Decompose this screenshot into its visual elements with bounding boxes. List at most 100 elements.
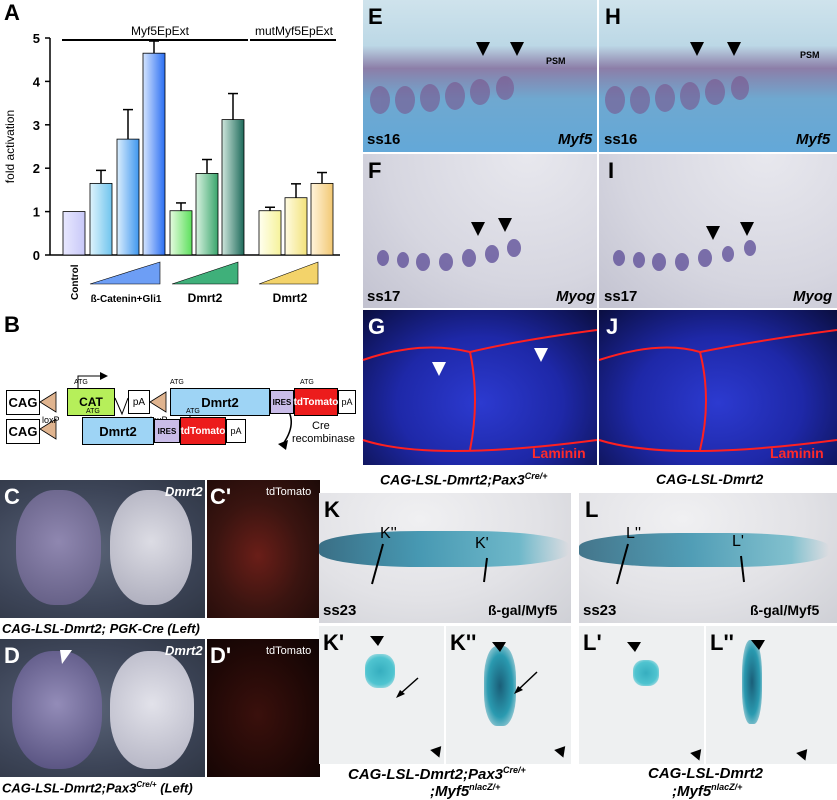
caption-l-2: ;Myf5nlacZ/+	[672, 782, 743, 800]
bgal-stain-band-k	[319, 531, 569, 567]
section-image-k-prime	[319, 626, 444, 764]
tdtomato-label-d: tdTomato	[266, 645, 312, 657]
panel-label-e: E	[368, 4, 383, 29]
section-image-g	[363, 310, 597, 465]
panel-label-f: F	[368, 158, 382, 183]
tdtomato-box-2: tdTomato	[180, 417, 226, 445]
section-image-l-double	[706, 626, 837, 764]
k-section-line-label-1: K''	[380, 525, 397, 542]
laminin-label-j: Laminin	[770, 445, 824, 461]
gene-label-f: Myog	[556, 288, 596, 305]
atg-label-1: ATG	[74, 379, 88, 386]
panel-label-g: G	[368, 314, 386, 339]
panel-label-k: K	[324, 497, 340, 522]
embryo-image-d	[0, 639, 205, 777]
caption-c: CAG-LSL-Dmrt2; PGK-Cre (Left)	[2, 621, 200, 636]
group-label-wt: Myf5EpExt	[131, 24, 190, 38]
caption-l: CAG-LSL-Dmrt2	[648, 765, 763, 782]
section-image-l-prime	[579, 626, 704, 764]
caption-d: CAG-LSL-Dmrt2;Pax3Cre/+ (Left)	[2, 780, 193, 796]
ires-box-1: IRES	[270, 390, 294, 414]
bar-10	[310, 182, 334, 256]
bar-chart: 0 1 2 3 4 5 fold activation Myf5EpExt mutMyf5EpE…	[3, 24, 340, 305]
pa-box-3: pA	[226, 419, 246, 443]
embryo-right-c	[110, 490, 192, 605]
embryo-image-c	[0, 480, 205, 618]
tdtomato-box-1: tdTomato	[294, 388, 338, 416]
caption-g: CAG-LSL-Dmrt2;Pax3Cre/+	[380, 471, 548, 488]
cre-label: Cre	[312, 420, 330, 432]
bgal-cluster-k-prime	[365, 654, 395, 688]
panel-label-c: C	[4, 484, 20, 509]
pa-box-1: pA	[128, 390, 150, 414]
panel-label-d-prime: D'	[210, 643, 232, 668]
dmrt2-box-2: Dmrt2	[82, 417, 154, 445]
section-image-f	[363, 154, 597, 308]
bgal-cluster-l-double	[742, 640, 762, 724]
wedge-bcat	[89, 261, 161, 285]
recombinase-label: recombinase	[292, 433, 355, 445]
section-image-j	[599, 310, 837, 465]
bgal-cluster-l-prime	[633, 660, 659, 686]
laminin-label-g: Laminin	[532, 445, 586, 461]
stage-label-k: ss23	[323, 602, 357, 619]
embryo-left-c	[16, 490, 101, 605]
bar-2	[89, 182, 113, 256]
dmrt2-label-d: Dmrt2	[165, 643, 203, 658]
cag-box-2: CAG	[6, 419, 40, 444]
panel-label-c-prime: C'	[210, 484, 232, 509]
panel-label-l-double: L''	[710, 630, 734, 655]
bar-8	[258, 210, 282, 256]
l-section-line-label-1: L''	[626, 525, 642, 542]
y-tick-label: 2	[33, 161, 40, 176]
bar-5	[169, 210, 193, 256]
panel-label-k-double: K''	[450, 630, 477, 655]
section-image-i	[599, 154, 837, 308]
panel-label-h: H	[605, 4, 621, 29]
gene-label-h: Myf5	[796, 131, 831, 148]
embryo-right-d	[110, 651, 194, 769]
gene-label-e: Myf5	[558, 131, 593, 148]
ires-box-2: IRES	[154, 419, 180, 443]
tdtomato-label-c: tdTomato	[266, 486, 312, 498]
caption-j: CAG-LSL-Dmrt2	[656, 471, 764, 487]
caption-k: CAG-LSL-Dmrt2;Pax3Cre/+	[348, 765, 526, 783]
l-section-line-label-2: L'	[732, 533, 744, 550]
bar-9	[284, 197, 308, 256]
dmrt2-label-c: Dmrt2	[165, 484, 203, 499]
panel-label-d: D	[4, 643, 20, 668]
bar-3	[116, 138, 140, 256]
atg-label-2: ATG	[170, 379, 184, 386]
panel-label-b: B	[4, 312, 20, 337]
psm-label-h: PSM	[800, 50, 820, 60]
section-image-h	[599, 0, 837, 152]
caption-k-2: ;Myf5nlacZ/+	[430, 782, 501, 800]
y-tick-label: 0	[33, 248, 40, 263]
section-image-k	[319, 493, 571, 623]
y-tick-label: 5	[33, 31, 40, 46]
tdtomato-image-d	[207, 639, 320, 777]
stage-label-i: ss17	[604, 288, 638, 305]
stage-label-h: ss16	[604, 131, 638, 148]
cat-box: CAT	[67, 388, 115, 416]
x-label-dmrt-wt: Dmrt2	[188, 291, 223, 305]
atg-label-5: ATG	[186, 408, 200, 415]
tdtomato-image-c	[207, 480, 320, 618]
bgal-label-l: ß-gal/Myf5	[750, 602, 820, 618]
section-image-k-double	[446, 626, 571, 764]
wedge-dmrt-wt	[171, 261, 239, 285]
atg-label-3: ATG	[300, 379, 314, 386]
y-tick-label: 3	[33, 118, 40, 133]
stage-label-e: ss16	[367, 131, 401, 148]
bar-4	[142, 52, 166, 256]
dmrt2-box-1: Dmrt2	[170, 388, 270, 416]
bar-7	[221, 119, 245, 256]
bgal-stain-band-l	[579, 533, 829, 567]
loxp-label-1: loxP	[42, 415, 60, 425]
panel-label-j: J	[606, 314, 619, 339]
gene-label-i: Myog	[793, 288, 833, 305]
stage-label-f: ss17	[367, 288, 401, 305]
section-image-e	[363, 0, 597, 152]
y-tick-label: 4	[33, 74, 41, 89]
psm-label-e: PSM	[546, 56, 566, 66]
